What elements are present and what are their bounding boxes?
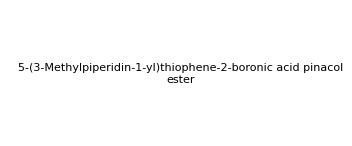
Text: 5-(3-Methylpiperidin-1-yl)thiophene-2-boronic acid pinacol ester: 5-(3-Methylpiperidin-1-yl)thiophene-2-bo… <box>18 63 343 85</box>
